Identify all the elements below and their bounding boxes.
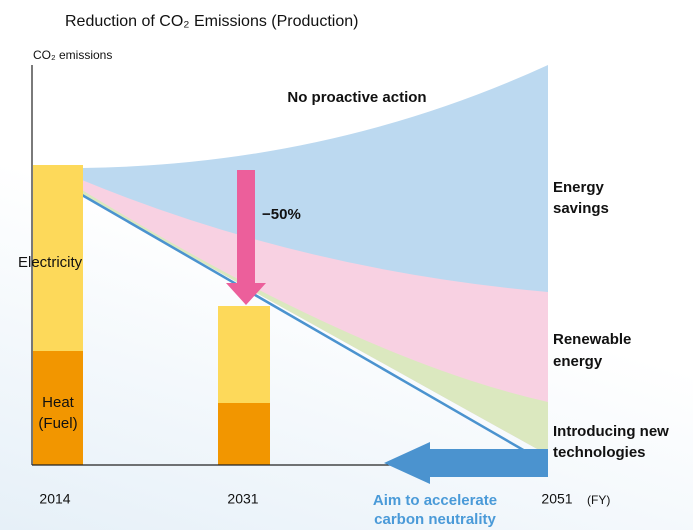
reduction-line bbox=[81, 193, 533, 457]
bar-electricity bbox=[218, 306, 270, 403]
goal-label: Aim to accelerate bbox=[373, 492, 497, 509]
reduction-arrow bbox=[226, 170, 266, 305]
bar-heat bbox=[33, 351, 83, 465]
bar-part-label: Heat bbox=[42, 394, 75, 411]
bar-part-label: (Fuel) bbox=[38, 415, 77, 432]
layer-label: Energy bbox=[553, 179, 605, 196]
year-label: 2031 bbox=[227, 491, 258, 507]
goal-label: carbon neutrality bbox=[374, 511, 496, 528]
year-unit: (FY) bbox=[587, 493, 610, 507]
new-tech-area bbox=[82, 190, 548, 455]
layer-label: energy bbox=[553, 353, 603, 370]
bar-part-label: Electricity bbox=[18, 254, 83, 271]
year-label: 2051 bbox=[541, 491, 572, 507]
layer-label: Introducing new bbox=[553, 423, 669, 440]
title: Reduction of CO₂ Emissions (Production) bbox=[65, 13, 358, 30]
goal-arrow bbox=[384, 442, 548, 484]
bar-heat bbox=[218, 403, 270, 465]
bar-electricity bbox=[33, 165, 83, 351]
reduction-label: −50% bbox=[262, 206, 301, 223]
layer-label: savings bbox=[553, 200, 609, 217]
y-axis-label: CO₂ emissions bbox=[33, 48, 112, 62]
layer-label: technologies bbox=[553, 444, 646, 461]
layer-label: Renewable bbox=[553, 331, 631, 348]
scenario-label: No proactive action bbox=[287, 89, 426, 106]
year-label: 2014 bbox=[39, 491, 70, 507]
